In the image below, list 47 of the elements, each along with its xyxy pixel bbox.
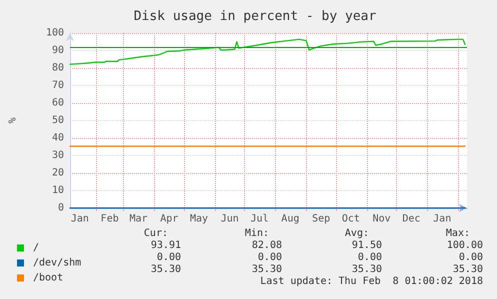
text: 93.91 [150, 240, 181, 252]
y-tick-label: 0 [58, 202, 64, 214]
text: Max: [446, 228, 470, 240]
text: 35.30 [252, 264, 282, 276]
x-tick-label: Apr [160, 214, 178, 224]
y-tick-label: 30 [52, 150, 64, 161]
y-tick-label: 10 [52, 185, 64, 196]
y-axis-title: % [8, 117, 18, 124]
chart-title: Disk usage in percent - by year [134, 9, 376, 24]
text: 91.50 [352, 240, 382, 252]
text: Cur: [144, 228, 168, 240]
line-series [69, 38, 466, 65]
text: 0.00 [156, 252, 181, 264]
x-tick-label: Jan [70, 214, 89, 224]
x-tick-label: Nov [372, 214, 391, 224]
y-tick-label: 50 [52, 115, 64, 126]
text: 100.00 [446, 240, 483, 252]
x-tick-label: Sep [312, 214, 330, 224]
text: 35.30 [452, 264, 483, 276]
y-tick-label: 100 [46, 28, 64, 38]
text: 0.00 [458, 252, 483, 264]
legend-label: /dev/shm [33, 258, 82, 268]
x-tick-label: Jan [433, 214, 452, 224]
legend-label: / [33, 242, 40, 254]
text: Min: [244, 228, 269, 240]
text: Last update: Thu Feb 8 01:00:02 2018 [260, 276, 483, 288]
y-tick-label: 80 [52, 62, 64, 74]
text: 35.30 [352, 264, 382, 276]
text: Avg: [344, 228, 369, 240]
text: 0.00 [358, 252, 382, 264]
x-tick-label: Oct [342, 214, 360, 224]
text: 35.30 [150, 264, 181, 276]
x-tick-label: Jun [220, 214, 239, 224]
x-tick-label: Aug [281, 214, 300, 224]
y-tick-label: 40 [52, 132, 64, 144]
y-tick-label: 20 [52, 168, 64, 178]
x-tick-label: Feb [100, 214, 119, 224]
y-tick-label: 60 [52, 98, 64, 108]
y-tick-label: 70 [52, 80, 64, 91]
text: 82.08 [252, 240, 282, 252]
y-tick-label: 90 [52, 45, 64, 56]
text: 0.00 [258, 252, 282, 264]
x-tick-label: May [190, 214, 208, 224]
x-tick-label: Dec [402, 214, 420, 224]
legend-label: /boot [33, 272, 64, 284]
x-tick-label: Mar [129, 214, 148, 224]
x-tick-label: Jul [250, 214, 269, 224]
